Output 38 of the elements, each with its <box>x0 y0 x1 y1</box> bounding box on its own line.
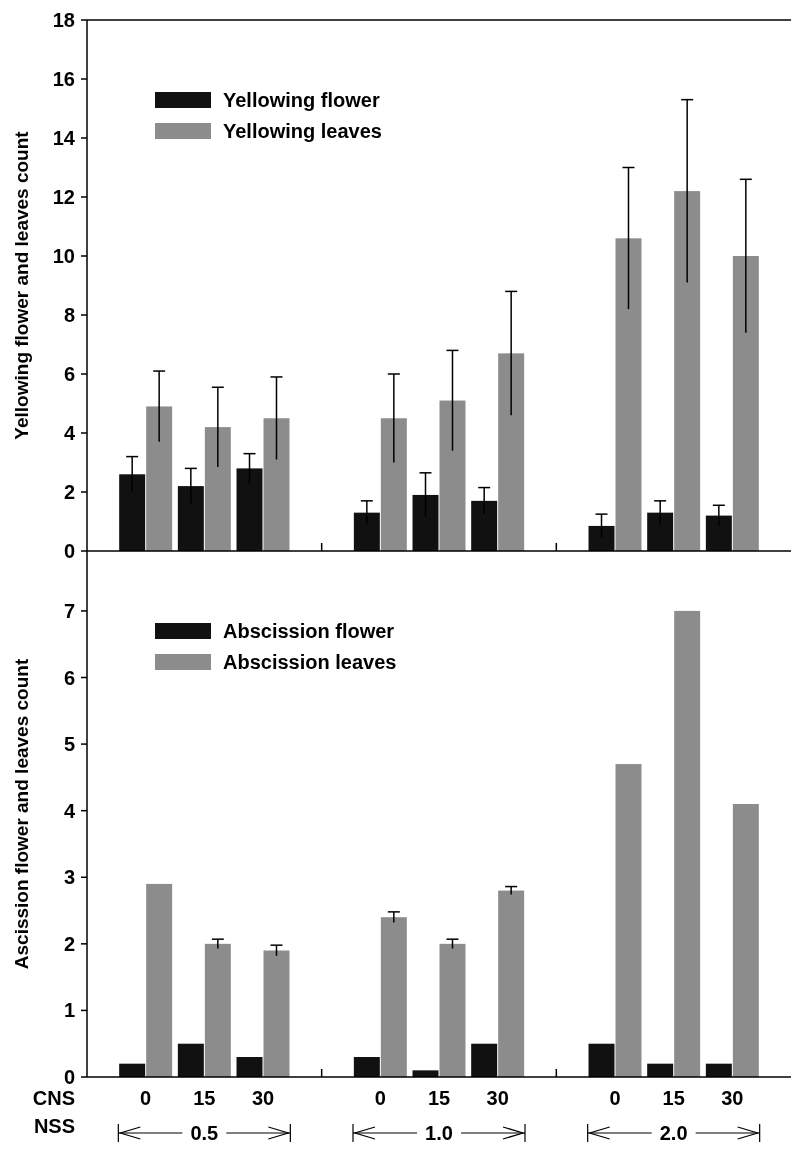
y-axis-title: Ascission flower and leaves count <box>11 658 32 970</box>
x-tick-label: 0 <box>140 1087 152 1109</box>
y-tick-label: 0 <box>63 1066 75 1088</box>
y-tick-label: 8 <box>63 304 75 326</box>
text: CNS <box>32 1087 75 1109</box>
y-tick-label: 2 <box>63 932 75 955</box>
y-tick-label: 4 <box>63 422 76 444</box>
x-tick-label: 30 <box>251 1087 275 1109</box>
y-tick-label: 18 <box>52 9 75 31</box>
text: 1.0 <box>425 1122 453 1144</box>
y-tick-label: 4 <box>63 799 76 822</box>
x-tick-label: 30 <box>721 1087 744 1109</box>
y-tick-label: 10 <box>52 245 75 267</box>
y-tick-label: 12 <box>52 186 75 208</box>
y-tick-label: 0 <box>63 540 75 562</box>
legend-label: Yellowing leaves <box>223 120 382 142</box>
text: 0.5 <box>190 1122 219 1144</box>
legend-label: Yellowing flower <box>223 89 380 111</box>
legend-label: Abscission leaves <box>223 651 397 673</box>
x-tick-label: 30 <box>486 1087 509 1109</box>
text: 2.0 <box>659 1122 688 1144</box>
legend-label: Abscission flower <box>223 620 395 642</box>
y-tick-label: 14 <box>52 127 76 149</box>
text: NSS <box>33 1115 75 1137</box>
x-tick-label: 15 <box>427 1087 451 1109</box>
y-tick-label: 5 <box>63 733 75 756</box>
y-axis-title: Yellowing flower and leaves count <box>11 130 32 440</box>
y-tick-label: 6 <box>63 363 75 385</box>
x-tick-label: 0 <box>374 1087 386 1109</box>
y-tick-label: 7 <box>63 599 75 622</box>
y-tick-label: 2 <box>63 481 75 503</box>
y-tick-label: 16 <box>52 68 75 90</box>
x-tick-label: 0 <box>609 1087 621 1109</box>
y-tick-label: 3 <box>63 866 75 889</box>
x-tick-label: 15 <box>662 1087 685 1109</box>
x-tick-label: 15 <box>193 1087 216 1109</box>
y-tick-label: 1 <box>63 999 75 1022</box>
y-tick-label: 6 <box>63 666 75 689</box>
